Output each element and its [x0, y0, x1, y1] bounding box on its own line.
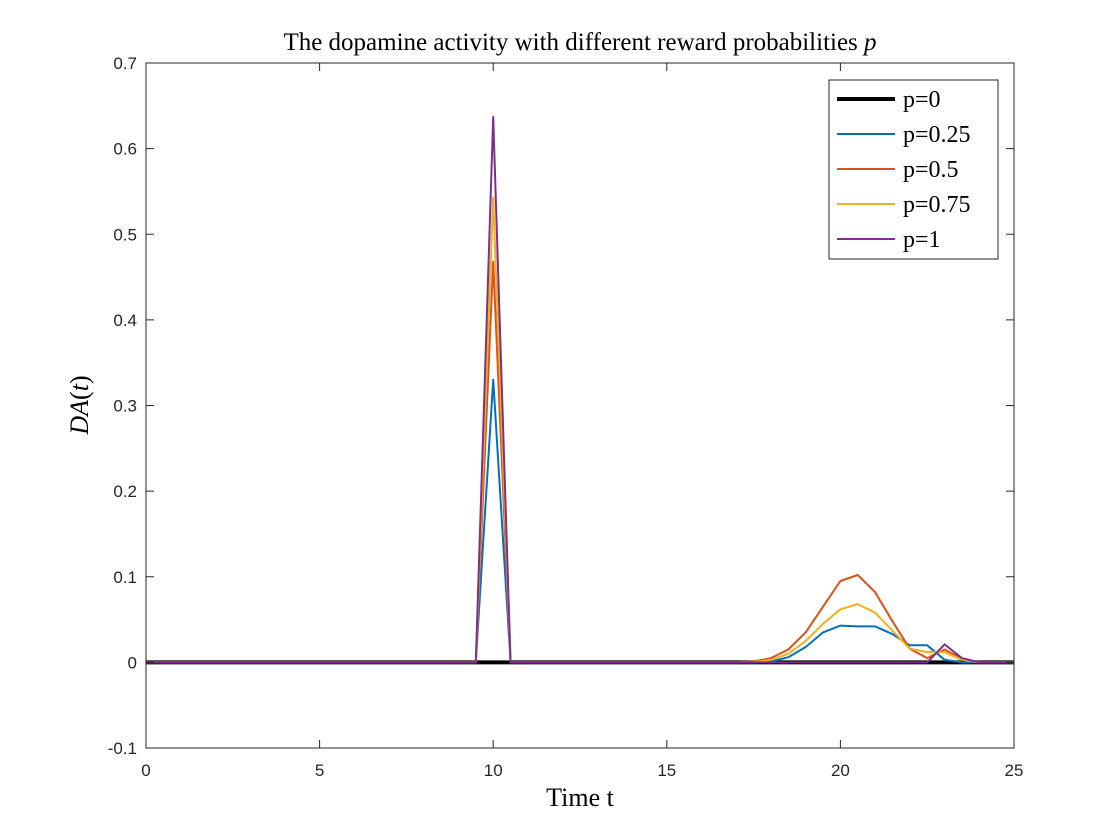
y-tick-label: 0.4 [113, 311, 137, 330]
x-tick-label: 5 [315, 761, 324, 780]
x-tick-label: 15 [657, 761, 676, 780]
y-tick-label: -0.1 [108, 739, 137, 758]
y-tick-label: 0.7 [113, 54, 137, 73]
y-axis-label: DA(t) [65, 375, 94, 435]
legend-label: p=0.5 [903, 157, 959, 183]
x-axis-ticks: 0 5 10 15 20 25 [141, 63, 1023, 780]
x-tick-label: 10 [484, 761, 503, 780]
legend-label: p=0.75 [903, 192, 971, 218]
legend-label: p=0.25 [903, 122, 971, 148]
y-axis-label-open: ( [65, 391, 94, 400]
y-tick-label: 0.2 [113, 482, 137, 501]
x-tick-label: 25 [1005, 761, 1024, 780]
y-axis-ticks: -0.1 0 0.1 0.2 0.3 0.4 0.5 0.6 0.7 [108, 54, 1014, 758]
legend-items: p=0 p=0.25 p=0.5 p=0.75 p=1 [837, 87, 971, 253]
y-tick-label: 0.5 [113, 225, 137, 244]
x-tick-label: 20 [831, 761, 850, 780]
chart-title: The dopamine activity with different rew… [283, 29, 876, 56]
legend: p=0 p=0.25 p=0.5 p=0.75 p=1 [828, 79, 999, 260]
y-tick-label: 0.3 [113, 397, 137, 416]
y-axis-label-var: DA [65, 400, 94, 436]
x-axis-label: Time t [546, 783, 614, 812]
legend-label: p=0 [903, 87, 941, 113]
series-layer [146, 115, 1014, 665]
chart-title-variable: p [862, 29, 877, 56]
chart-title-main: The dopamine activity with different rew… [283, 29, 857, 56]
series-line-p-1 [146, 115, 1014, 664]
y-tick-label: 0.6 [113, 140, 137, 159]
y-axis-label-arg: t [65, 383, 94, 391]
y-tick-label: 0 [128, 653, 137, 672]
y-axis-label-close: ) [65, 375, 94, 384]
y-tick-label: 0.1 [113, 568, 137, 587]
x-tick-label: 0 [141, 761, 150, 780]
legend-label: p=1 [903, 227, 941, 253]
